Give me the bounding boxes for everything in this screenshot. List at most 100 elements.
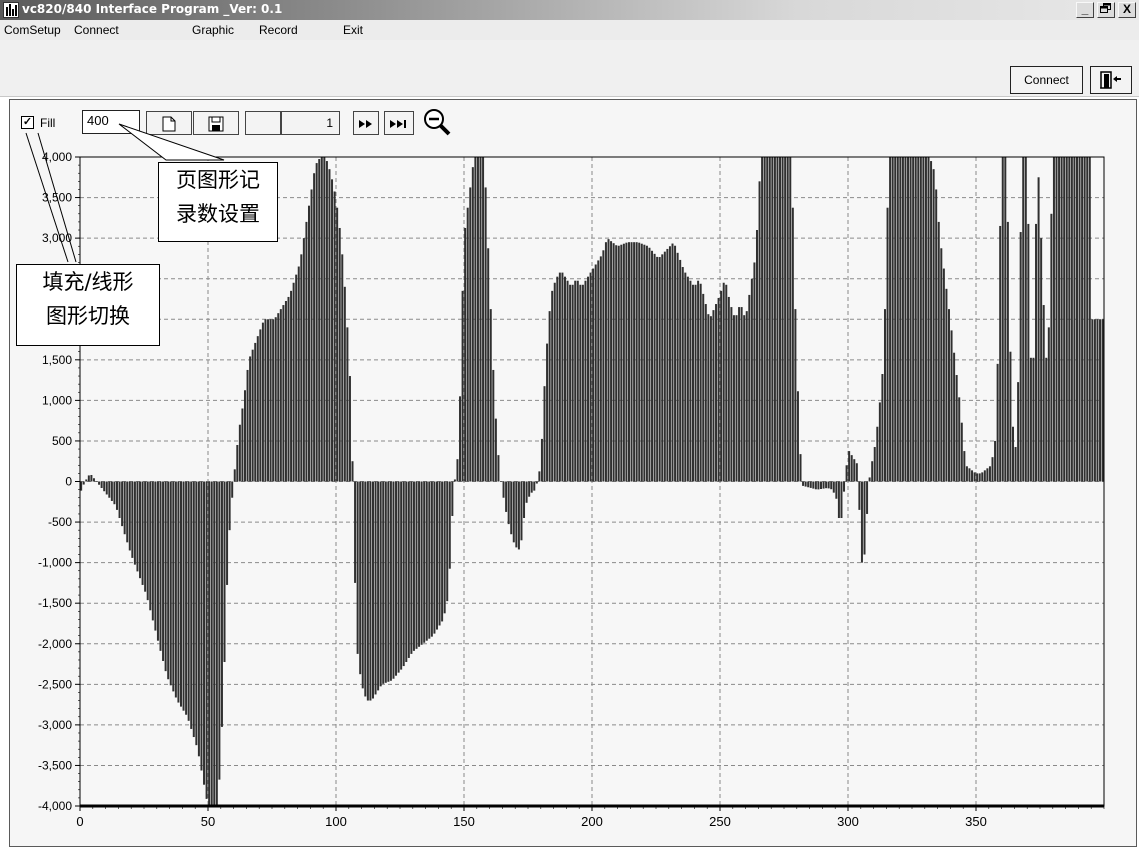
chart-bar xyxy=(804,481,807,487)
chart-bar xyxy=(848,451,851,482)
fill-label: Fill xyxy=(40,116,56,130)
connect-button[interactable]: Connect xyxy=(1010,66,1083,94)
chart-bar xyxy=(1065,157,1068,482)
menu-comsetup[interactable]: ComSetup xyxy=(4,23,61,37)
chart-bar xyxy=(284,300,287,482)
chart-bar xyxy=(208,481,211,806)
chart-bar xyxy=(384,481,387,683)
chart-bar xyxy=(305,221,308,482)
chart-bar xyxy=(866,481,869,514)
chart-bar xyxy=(876,426,879,482)
chart-bar xyxy=(889,157,892,482)
chart-bar xyxy=(727,296,730,482)
chart-bar xyxy=(999,225,1002,482)
chart-bar xyxy=(904,157,907,482)
fill-checkbox[interactable]: ✓ xyxy=(21,116,34,129)
menu-exit[interactable]: Exit xyxy=(343,23,364,37)
chart-bar xyxy=(87,475,90,482)
chart-bar xyxy=(845,465,848,482)
chart-bar xyxy=(1019,232,1022,482)
close-button[interactable]: X xyxy=(1118,2,1136,18)
chart-bar xyxy=(538,471,541,482)
chart-bar xyxy=(195,481,198,746)
chart-bar xyxy=(395,481,398,676)
new-page-icon[interactable] xyxy=(146,111,192,135)
chart-bar xyxy=(1075,157,1078,482)
chart-bar xyxy=(686,276,689,482)
menu-connect[interactable]: Connect xyxy=(74,23,119,37)
chart-bar xyxy=(607,239,610,482)
chart-bar xyxy=(256,336,259,482)
chart-bar xyxy=(543,386,546,482)
chart-bar xyxy=(843,481,846,492)
chart-bar xyxy=(551,290,554,482)
chart-bar xyxy=(397,481,400,673)
chart-bar xyxy=(90,475,93,482)
chart-bar xyxy=(243,390,246,482)
chart-bar xyxy=(640,243,643,482)
chart-bar xyxy=(85,479,88,482)
chart-bar xyxy=(835,481,838,499)
chart-bar xyxy=(850,455,853,482)
chart-bar xyxy=(371,481,374,699)
chart-bar xyxy=(819,481,822,490)
page-number[interactable]: 1 xyxy=(281,111,340,135)
chart-bar xyxy=(743,315,746,482)
chart-bar xyxy=(791,207,794,482)
chart-bar xyxy=(469,187,472,482)
chart-bar xyxy=(203,481,206,785)
door-exit-icon[interactable] xyxy=(1090,66,1132,94)
chart-bar xyxy=(988,466,991,482)
menu-record[interactable]: Record xyxy=(259,23,298,37)
chart-bar xyxy=(694,284,697,482)
chart-bar xyxy=(699,283,702,482)
chart-bar xyxy=(346,327,349,482)
save-icon[interactable] xyxy=(193,111,239,135)
menu-graphic[interactable]: Graphic xyxy=(192,23,235,37)
chart-bar xyxy=(512,481,515,543)
chart-bar xyxy=(482,157,485,482)
page-slider-left[interactable] xyxy=(245,111,281,135)
chart-bar xyxy=(1101,319,1104,482)
chart-bar xyxy=(1045,357,1048,482)
chart-bar xyxy=(594,264,597,482)
chart-bar xyxy=(592,268,595,482)
chart-bar xyxy=(930,161,933,482)
zoom-out-icon[interactable] xyxy=(422,107,454,137)
chart-bar xyxy=(663,251,666,482)
chart-bar xyxy=(656,256,659,482)
chart-bar xyxy=(238,424,241,482)
chart-bar xyxy=(986,468,989,482)
chart-bar xyxy=(323,157,326,482)
chart-bar xyxy=(402,481,405,667)
chart-bar xyxy=(453,479,456,482)
chart-bar xyxy=(878,402,881,482)
chart-bar xyxy=(860,481,863,563)
chart-bar xyxy=(786,157,789,482)
chart-bar xyxy=(425,481,428,641)
minimize-button[interactable]: _ xyxy=(1076,2,1094,18)
chart-bar xyxy=(955,375,958,482)
chart-bar xyxy=(1073,157,1076,482)
last-page-icon[interactable] xyxy=(384,111,414,135)
chart-bar xyxy=(622,243,625,482)
chart-bar xyxy=(377,481,380,691)
chart-bar xyxy=(1093,319,1096,482)
chart-bar xyxy=(169,481,172,686)
chart-bar xyxy=(779,157,782,482)
chart-bar xyxy=(771,157,774,482)
chart-bar xyxy=(338,227,341,482)
toolbar xyxy=(0,40,1139,97)
restore-button[interactable] xyxy=(1097,2,1115,18)
chart-bar xyxy=(837,481,840,519)
chart-bar xyxy=(681,267,684,482)
chart-bar xyxy=(331,179,334,482)
chart-bar xyxy=(167,481,170,680)
chart-bar xyxy=(405,481,408,663)
next-page-icon[interactable] xyxy=(353,111,379,135)
callout-line-1: 填充/线形 xyxy=(42,270,134,294)
chart-bar xyxy=(277,313,280,482)
chart-bar xyxy=(886,207,889,482)
chart-bar xyxy=(302,238,305,482)
chart-bar xyxy=(162,481,165,661)
